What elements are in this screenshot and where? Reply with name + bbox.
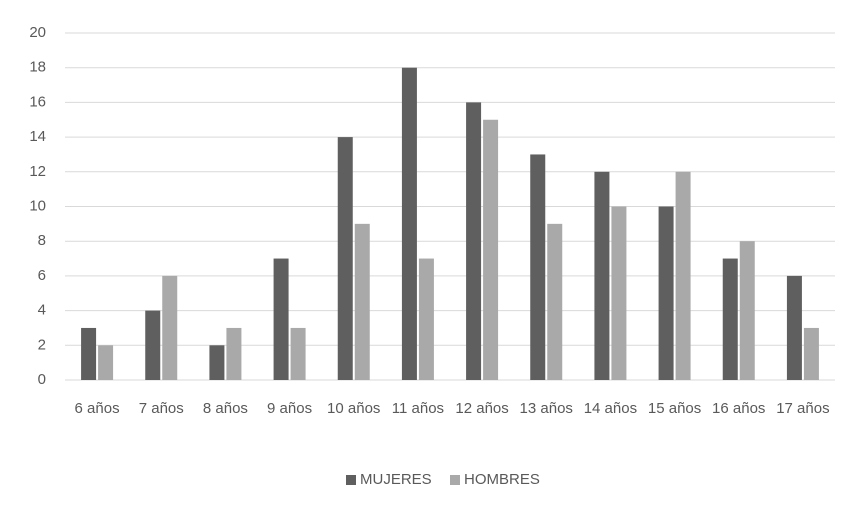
legend-label: HOMBRES [464,471,540,488]
x-tick-label: 10 años [327,400,381,417]
legend-swatch [346,475,356,485]
bar [145,310,161,380]
y-tick-label: 6 [38,267,46,284]
bar [81,327,97,380]
bar [209,345,225,380]
y-tick-label: 2 [38,336,46,353]
y-tick-label: 0 [38,371,46,388]
bar [722,258,738,380]
x-tick-label: 8 años [202,400,248,417]
y-tick-label: 16 [29,93,46,110]
bar [594,171,610,380]
y-tick-label: 20 [29,24,46,41]
legend-label: MUJERES [360,471,432,488]
x-tick-label: 15 años [647,400,702,417]
bar [739,241,755,380]
x-tick-label: 9 años [267,400,313,417]
bar [354,223,370,380]
bar [466,102,482,381]
legend-swatch [450,475,460,485]
bar [547,223,563,380]
bar [162,275,178,380]
bar [98,345,114,380]
y-tick-label: 14 [29,128,46,145]
x-tick-label: 7 años [138,400,184,417]
bar [290,327,306,380]
x-tick-label: 16 años [712,400,766,417]
bar [483,119,499,380]
bar [675,171,691,380]
bar [803,327,819,380]
x-tick-label: 14 años [583,400,638,417]
bar [401,67,417,380]
x-tick-label: 6 años [74,400,120,417]
bar [786,275,802,380]
bar [611,206,627,380]
y-tick-label: 10 [29,197,46,214]
bar [418,258,434,380]
x-tick-label: 13 años [519,400,573,417]
x-tick-label: 17 años [776,400,830,417]
y-tick-label: 4 [38,302,46,319]
y-tick-label: 12 [29,163,46,180]
bar [226,327,242,380]
y-tick-label: 8 [38,232,46,249]
x-tick-label: 11 años [391,400,445,417]
bar [273,258,289,380]
x-tick-label: 12 años [455,400,509,417]
bar [530,154,546,380]
y-tick-label: 18 [29,59,46,76]
bar [658,206,674,380]
bar [337,137,353,380]
